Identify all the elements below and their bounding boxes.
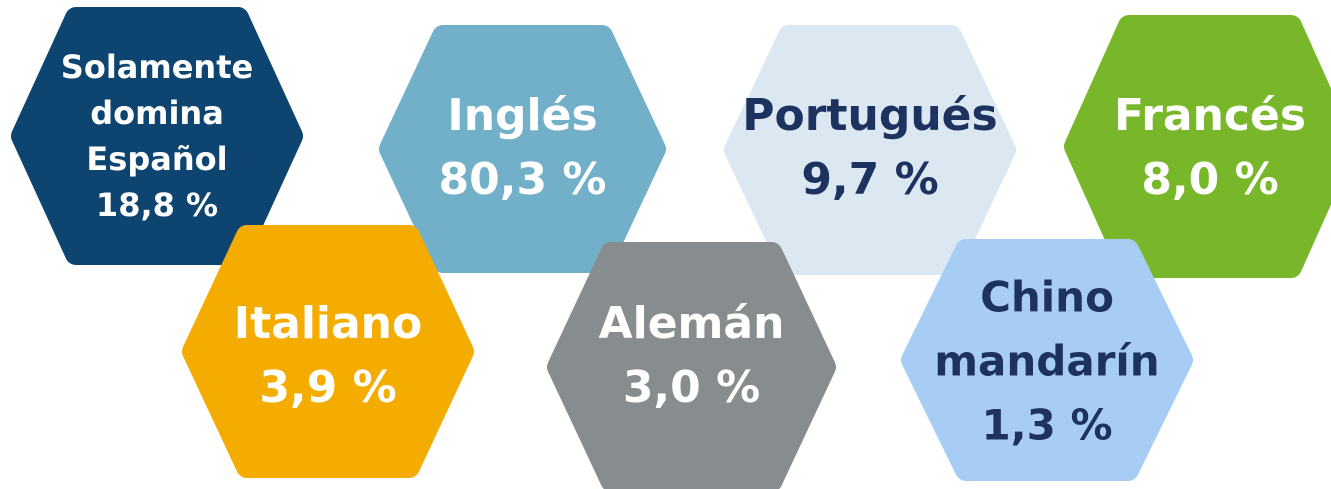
percentage: 80,3 % bbox=[439, 154, 607, 205]
percentage: 3,0 % bbox=[623, 362, 760, 413]
hexagon bbox=[1064, 15, 1331, 278]
percentage: 9,7 % bbox=[801, 154, 938, 205]
percentage: 1,3 % bbox=[981, 401, 1112, 450]
language-label: Español bbox=[86, 140, 227, 178]
language-label: Francés bbox=[1114, 90, 1306, 141]
hexagon bbox=[724, 25, 1016, 275]
language-label: Alemán bbox=[599, 298, 785, 349]
hexagon bbox=[901, 239, 1193, 481]
language-label: Italiano bbox=[234, 298, 423, 349]
language-label: Inglés bbox=[447, 90, 597, 141]
hexagon bbox=[182, 225, 474, 478]
percentage: 18,8 % bbox=[96, 186, 218, 224]
percentage: 3,9 % bbox=[259, 362, 396, 413]
language-label: domina bbox=[90, 94, 224, 132]
hexagon bbox=[379, 25, 666, 273]
hexagon bbox=[547, 242, 836, 489]
percentage: 8,0 % bbox=[1141, 154, 1278, 205]
language-label: Solamente bbox=[61, 48, 253, 86]
language-label: mandarín bbox=[934, 337, 1159, 386]
language-label: Portugués bbox=[742, 90, 997, 141]
language-label: Chino bbox=[980, 273, 1114, 322]
